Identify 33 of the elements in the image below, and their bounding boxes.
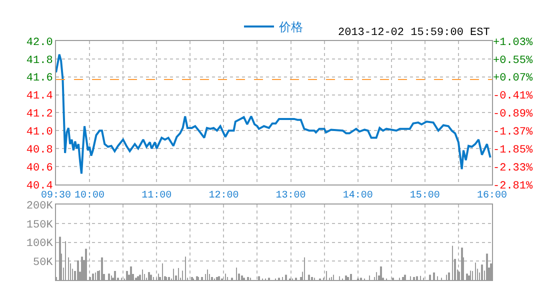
x-tick-label: 14:00	[342, 190, 373, 202]
x-tick-label: 12:00	[208, 190, 239, 202]
y-tick-label: 41.0	[26, 126, 53, 138]
y2-tick-label: -0.41%	[493, 90, 534, 103]
x-tick-label: 15:00	[410, 190, 440, 202]
y-tick-label: 42.0	[26, 36, 53, 49]
y2-tick-label: -2.33%	[493, 162, 534, 174]
y-tick-label: 40.6	[26, 162, 53, 174]
y-tick-label: 41.2	[26, 108, 53, 121]
y-tick-label: 50K	[32, 257, 54, 270]
y-tick-label: 41.6	[26, 72, 53, 85]
x-tick-label: 11:00	[142, 190, 172, 202]
y-tick-label: 40.4	[26, 180, 54, 192]
y2-tick-label: +0.55%	[493, 54, 534, 67]
y2-tick-label: -1.85%	[493, 144, 534, 156]
x-tick-label: 13:00	[276, 190, 306, 202]
legend-label: 价格	[278, 20, 303, 34]
y2-tick-label: -1.37%	[493, 126, 534, 138]
line-series	[56, 53, 492, 175]
y-tick-label: 150K	[26, 219, 54, 232]
y-tick-label: 41.8	[26, 54, 53, 67]
y-tick-label: 40.8	[26, 144, 53, 156]
y2-tick-label: -2.81%	[493, 180, 534, 192]
y2-tick-label: +1.03%	[493, 36, 534, 49]
y-tick-label: 41.4	[26, 90, 54, 103]
y2-tick-label: -0.89%	[493, 108, 534, 121]
y-tick-label: 200K	[26, 200, 54, 213]
chart-subtitle: 2013-12-02 15:59:00 EST	[338, 27, 490, 39]
x-tick-label: 10:00	[74, 190, 105, 202]
x-tick-label: 09:30	[40, 190, 72, 202]
y-tick-label: 100K	[26, 238, 54, 250]
x-tick-label: 16:00	[476, 190, 508, 202]
y2-tick-label: +0.07%	[493, 72, 534, 85]
